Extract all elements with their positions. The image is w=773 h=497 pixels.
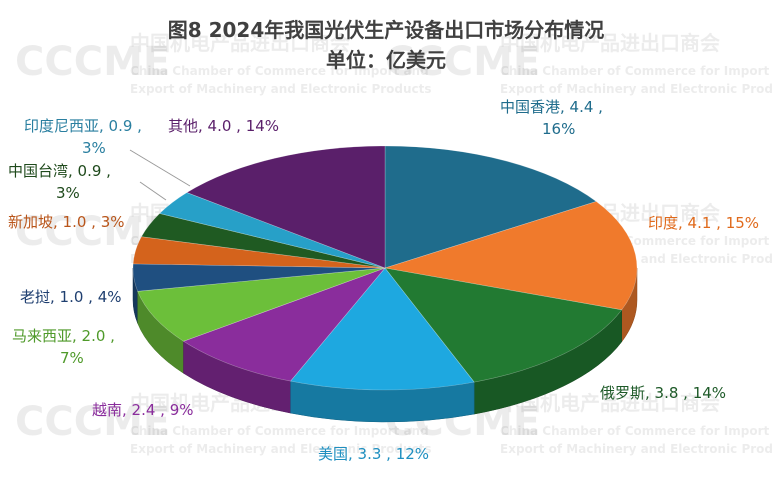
watermark-cn: 中国机电产品进出口商会 [500, 31, 720, 55]
slice-side-3 [290, 380, 475, 423]
slice-8 [140, 213, 386, 269]
watermark-logo: CCCME [15, 39, 170, 85]
slice-label-7: 新加坡, 1.0 , 3% [8, 213, 125, 231]
watermark-en-2: Export of Machinery and Electronic Produ… [130, 82, 432, 96]
watermark-en-2: Export of Machinery and Electronic Produ… [500, 442, 773, 456]
slice-4 [182, 267, 386, 382]
slice-label-2: 俄罗斯, 3.8 , 14% [600, 384, 726, 402]
slice-7 [132, 236, 386, 269]
slice-1 [384, 201, 638, 311]
watermark-logo: CCCME [385, 39, 540, 85]
watermark-en-1: China Chamber of Commerce for Import and [130, 424, 429, 438]
slice-label-9: 印度尼西亚, 0.9 , 3% [24, 117, 142, 157]
slice-label-3: 美国, 3.3 , 12% [318, 445, 429, 463]
slice-label-5: 马来西亚, 2.0 , 7% [12, 327, 115, 367]
slice-0 [384, 145, 597, 269]
watermark-en-1: China Chamber of Commerce for Import and [130, 64, 429, 78]
slice-6 [132, 263, 386, 292]
pie-slices [132, 145, 638, 423]
slice-label-4: 越南, 2.4 , 9% [92, 401, 194, 419]
leader-line [139, 181, 167, 201]
slice-labels: 中国香港, 4.4 , 16% 印度, 4.1 , 15% 俄罗斯, 3.8 , 14… [8, 98, 759, 463]
slice-label-0: 中国香港, 4.4 , 16% [500, 98, 603, 138]
slice-2 [384, 267, 623, 383]
slice-9 [158, 192, 386, 269]
slice-5 [137, 267, 386, 342]
watermark-en-1: China Chamber of Commerce for Import and [500, 424, 773, 438]
watermark-en-1: China Chamber of Commerce for Import and [500, 64, 773, 78]
slice-3 [289, 267, 475, 391]
slice-label-1: 印度, 4.1 , 15% [648, 214, 759, 232]
slice-label-6: 老挝, 1.0 , 4% [20, 288, 122, 306]
chart-title: 图8 2024年我国光伏生产设备出口市场分布情况 [168, 18, 605, 42]
watermark-en-2: Export of Machinery and Electronic Produ… [500, 82, 773, 96]
leader-line [129, 149, 191, 187]
watermark-cn: 中国机电产品进出口商会 [130, 31, 350, 55]
watermark-en-2: Export of Machinery and Electronic Produ… [130, 442, 432, 456]
slice-label-8: 中国台湾, 0.9 , 3% [8, 162, 111, 202]
watermark-logo: CCCME [15, 399, 170, 445]
chart-subtitle: 单位：亿美元 [326, 48, 446, 72]
slice-10 [186, 145, 386, 269]
slice-label-10: 其他, 4.0 , 14% [168, 117, 279, 135]
